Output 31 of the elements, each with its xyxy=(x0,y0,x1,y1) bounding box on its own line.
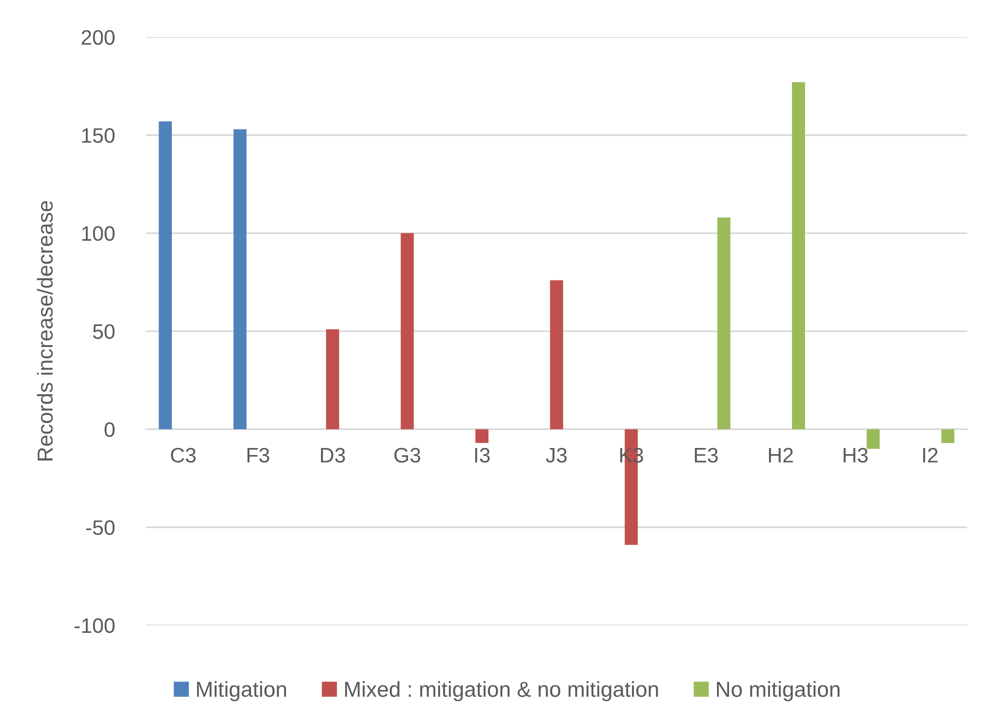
y-axis-title: Records increase/decrease xyxy=(36,201,53,460)
bar xyxy=(400,233,414,430)
y-tick-label: 0 xyxy=(104,422,115,437)
y-tick-label: 200 xyxy=(82,30,115,45)
bar xyxy=(717,217,730,430)
y-tick-label: 100 xyxy=(82,226,115,241)
y-tick-label: 50 xyxy=(93,324,115,339)
x-tick-label: H3 xyxy=(844,448,868,463)
x-tick-label: D3 xyxy=(320,448,345,463)
bar xyxy=(475,429,488,443)
bar xyxy=(550,280,564,430)
bar xyxy=(866,429,880,449)
x-tick-label: C3 xyxy=(171,448,196,463)
x-tick-label: H2 xyxy=(768,448,793,462)
bar xyxy=(941,429,954,443)
bar xyxy=(792,82,806,430)
bar xyxy=(326,329,340,430)
y-tick-label: -50 xyxy=(86,520,115,536)
x-tick-label: I2 xyxy=(923,448,938,462)
bar xyxy=(158,121,172,430)
y-tick-label: -100 xyxy=(74,618,115,634)
bar xyxy=(233,129,247,430)
legend-label: Mixed : mitigation & no mitigation xyxy=(345,681,658,702)
x-tick-label: I3 xyxy=(475,448,490,463)
x-tick-label: F3 xyxy=(247,448,270,463)
x-tick-label: J3 xyxy=(546,448,567,463)
y-tick-label: 150 xyxy=(82,128,115,143)
legend-label: Mitigation xyxy=(197,681,286,702)
x-tick-label: G3 xyxy=(394,448,420,463)
x-tick-label: E3 xyxy=(694,448,718,463)
legend-label: No mitigation xyxy=(717,681,840,702)
